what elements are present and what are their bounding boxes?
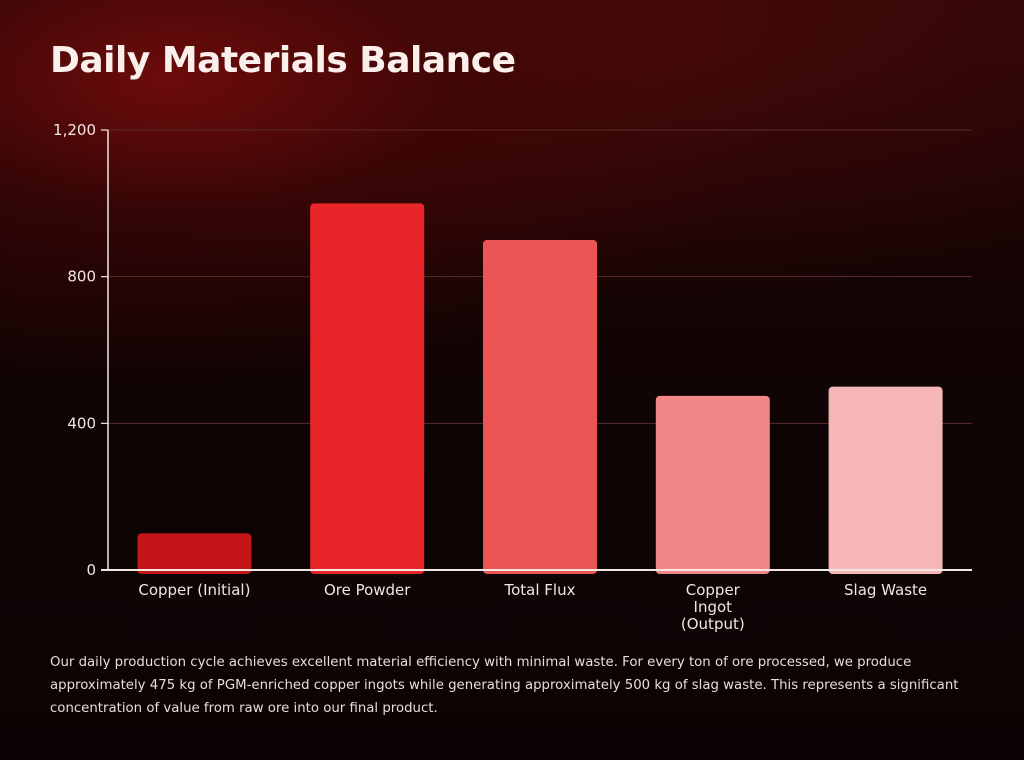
y-tick-label: 1,200 [53, 121, 96, 139]
y-tick-label: 800 [67, 268, 96, 286]
x-tick-label: Slag Waste [844, 581, 927, 599]
x-tick-label-line: Copper [686, 581, 741, 599]
bar [310, 203, 425, 575]
y-tick-label: 400 [67, 414, 96, 432]
chart-caption: Our daily production cycle achieves exce… [50, 655, 959, 716]
x-tick-label-line: Slag Waste [844, 581, 927, 599]
x-tick-labels: Copper (Initial) Ore Powder Total Flux Copp… [138, 581, 927, 633]
x-tick-label: Copper (Initial) [138, 581, 250, 599]
x-tick-label: Total Flux [504, 581, 576, 599]
bar [828, 386, 943, 574]
bar [483, 240, 597, 574]
axes [101, 129, 972, 571]
x-tick-label-line: Copper (Initial) [138, 581, 250, 599]
x-tick-label: Copper Ingot (Output) [681, 581, 745, 633]
x-tick-label: Ore Powder [324, 581, 411, 599]
x-tick-label-line: Ore Powder [324, 581, 411, 599]
x-tick-label-line: Total Flux [504, 581, 576, 599]
x-tick-label-line: (Output) [681, 615, 745, 633]
bar [655, 395, 770, 574]
y-tick-labels: 0 400 800 1,200 [53, 121, 96, 579]
y-tick-label: 0 [86, 561, 96, 579]
bar [137, 533, 252, 574]
chart-title: Daily Materials Balance [50, 40, 516, 81]
bar-chart: 0 400 800 1,200 Copper (Initial) Ore Powder T… [53, 121, 972, 633]
x-tick-label-line: Ingot [694, 598, 733, 616]
bars [137, 203, 943, 575]
